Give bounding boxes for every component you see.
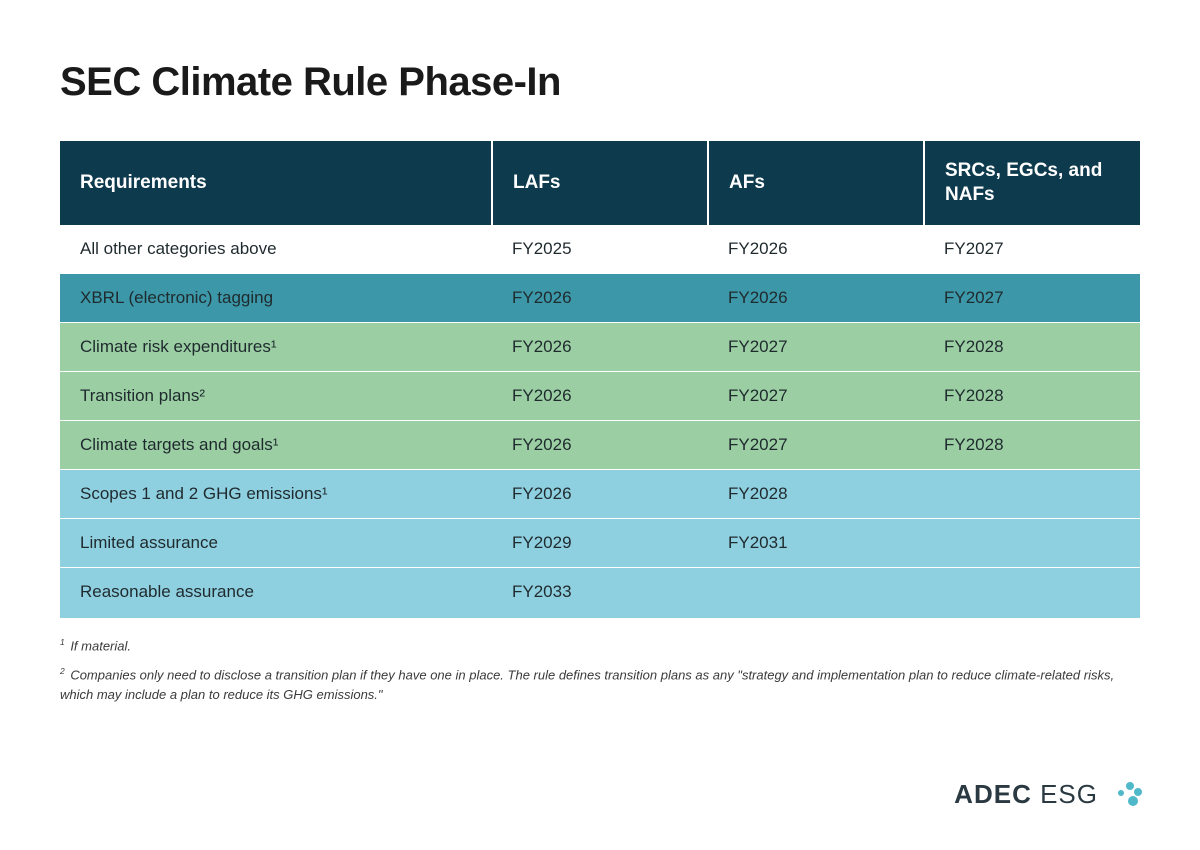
table-cell: FY2025 <box>492 225 708 274</box>
page-title: SEC Climate Rule Phase-In <box>60 60 1140 105</box>
table-header-cell: SRCs, EGCs, and NAFs <box>924 141 1140 225</box>
footnote: 2 Companies only need to disclose a tran… <box>60 665 1140 704</box>
logo-dot-icon <box>1134 788 1142 796</box>
table-cell: FY2033 <box>492 567 708 617</box>
table-cell: FY2028 <box>924 420 1140 469</box>
table-cell: Limited assurance <box>60 518 492 567</box>
table-cell: FY2031 <box>708 518 924 567</box>
table-cell: All other categories above <box>60 225 492 274</box>
logo-light: ESG <box>1040 779 1098 809</box>
table-cell: FY2026 <box>492 469 708 518</box>
table-row: Climate risk expenditures¹FY2026FY2027FY… <box>60 322 1140 371</box>
logo-dot-icon <box>1126 782 1134 790</box>
table-cell <box>924 469 1140 518</box>
footnotes: 1 If material. 2 Companies only need to d… <box>60 636 1140 705</box>
table-row: XBRL (electronic) taggingFY2026FY2026FY2… <box>60 273 1140 322</box>
table-cell: FY2026 <box>492 420 708 469</box>
brand-logo: ADEC ESG <box>954 779 1140 810</box>
logo-dot-icon <box>1128 796 1138 806</box>
table-cell: FY2027 <box>708 420 924 469</box>
table-row: Transition plans²FY2026FY2027FY2028 <box>60 371 1140 420</box>
table-cell: FY2027 <box>708 322 924 371</box>
logo-bold: ADEC <box>954 779 1032 809</box>
table-cell: FY2026 <box>708 225 924 274</box>
table-header-cell: Requirements <box>60 141 492 225</box>
logo-text: ADEC ESG <box>954 779 1098 810</box>
table-cell: Reasonable assurance <box>60 567 492 617</box>
table-row: All other categories aboveFY2025FY2026FY… <box>60 225 1140 274</box>
logo-dots-icon <box>1104 782 1140 810</box>
table-cell: FY2026 <box>492 322 708 371</box>
table-cell: FY2026 <box>492 273 708 322</box>
table-cell: XBRL (electronic) tagging <box>60 273 492 322</box>
table-header-row: RequirementsLAFsAFsSRCs, EGCs, and NAFs <box>60 141 1140 225</box>
table-row: Reasonable assuranceFY2033 <box>60 567 1140 617</box>
table-cell: FY2029 <box>492 518 708 567</box>
table-cell <box>924 567 1140 617</box>
table-cell: Transition plans² <box>60 371 492 420</box>
table-cell: FY2026 <box>492 371 708 420</box>
table-cell: FY2027 <box>924 225 1140 274</box>
table-cell <box>924 518 1140 567</box>
table-row: Climate targets and goals¹FY2026FY2027FY… <box>60 420 1140 469</box>
table-cell: FY2028 <box>708 469 924 518</box>
table-cell: Scopes 1 and 2 GHG emissions¹ <box>60 469 492 518</box>
table-header-cell: LAFs <box>492 141 708 225</box>
logo-dot-icon <box>1118 790 1124 796</box>
table-cell: Climate targets and goals¹ <box>60 420 492 469</box>
table-row: Scopes 1 and 2 GHG emissions¹FY2026FY202… <box>60 469 1140 518</box>
footnote: 1 If material. <box>60 636 1140 656</box>
phase-in-table: RequirementsLAFsAFsSRCs, EGCs, and NAFs … <box>60 141 1140 618</box>
table-cell: FY2028 <box>924 371 1140 420</box>
table-cell: Climate risk expenditures¹ <box>60 322 492 371</box>
table-cell: FY2028 <box>924 322 1140 371</box>
table-cell: FY2027 <box>708 371 924 420</box>
table-cell: FY2026 <box>708 273 924 322</box>
table-row: Limited assuranceFY2029FY2031 <box>60 518 1140 567</box>
table-cell: FY2027 <box>924 273 1140 322</box>
table-cell <box>708 567 924 617</box>
table-header-cell: AFs <box>708 141 924 225</box>
